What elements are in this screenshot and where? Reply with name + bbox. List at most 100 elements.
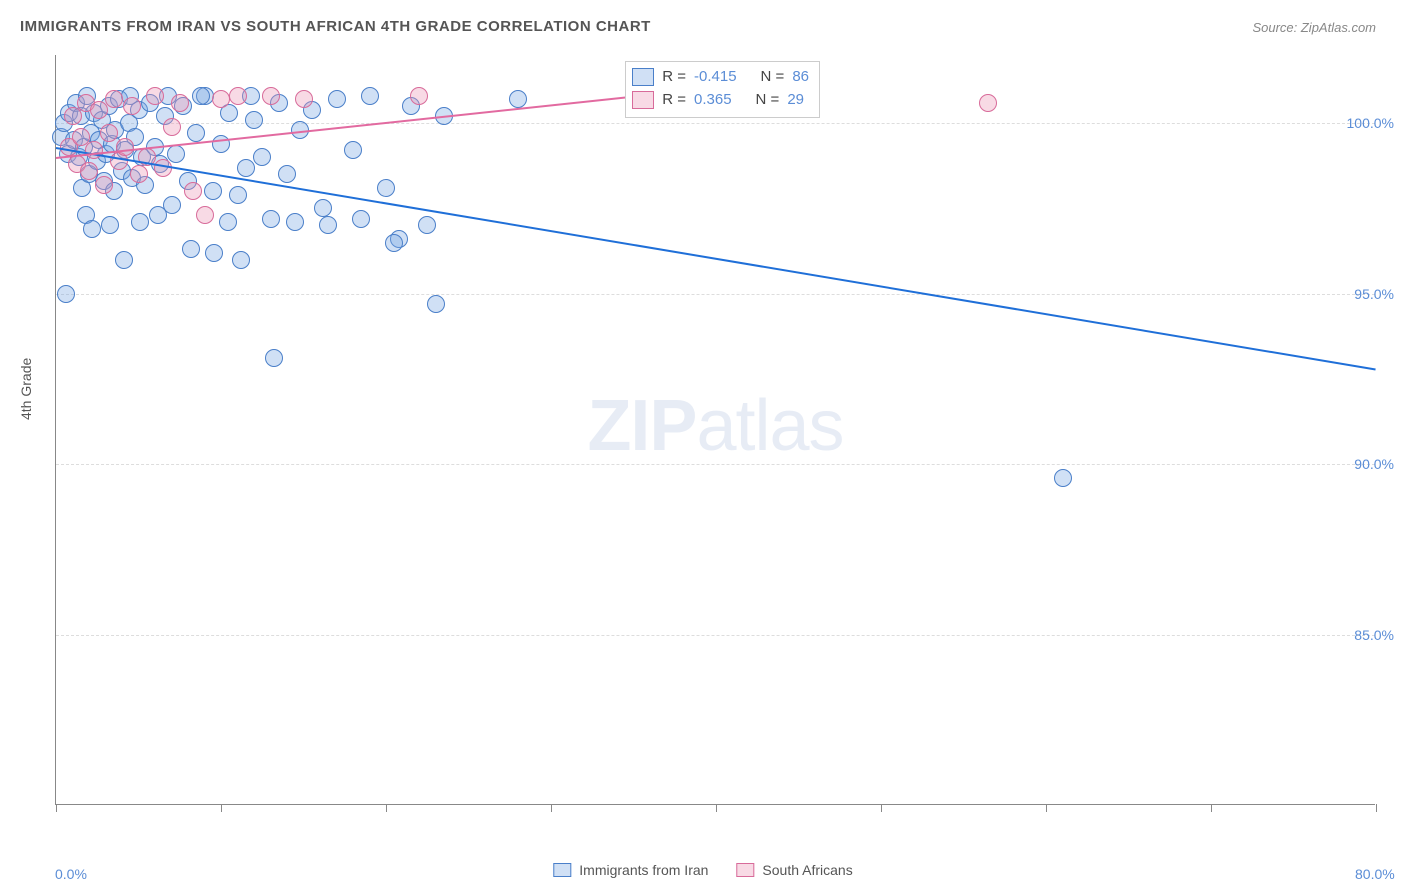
scatter-point (262, 210, 280, 228)
scatter-point (95, 176, 113, 194)
scatter-point (64, 107, 82, 125)
scatter-point (229, 186, 247, 204)
x-tick-label: 80.0% (1355, 866, 1395, 882)
x-tick (881, 804, 882, 812)
x-tick (221, 804, 222, 812)
series-legend: Immigrants from Iran South Africans (553, 862, 852, 878)
y-axis-label: 4th Grade (18, 358, 34, 420)
scatter-point (163, 118, 181, 136)
scatter-point (385, 234, 403, 252)
scatter-point (979, 94, 997, 112)
scatter-point (418, 216, 436, 234)
scatter-point (83, 220, 101, 238)
x-tick (56, 804, 57, 812)
legend-swatch (553, 863, 571, 877)
stats-row: R = -0.415 N = 86 (632, 66, 809, 89)
scatter-point (187, 124, 205, 142)
scatter-point (319, 216, 337, 234)
gridline-h (56, 464, 1375, 465)
legend-swatch (736, 863, 754, 877)
scatter-point (352, 210, 370, 228)
scatter-point (115, 251, 133, 269)
scatter-point (509, 90, 527, 108)
scatter-point (131, 213, 149, 231)
scatter-point (196, 206, 214, 224)
gridline-h (56, 635, 1375, 636)
y-tick-label: 95.0% (1354, 286, 1394, 302)
stats-row: R = 0.365 N = 29 (632, 89, 809, 112)
watermark-zip: ZIP (587, 385, 696, 465)
plot-area: ZIPatlas (55, 55, 1375, 805)
scatter-point (80, 162, 98, 180)
scatter-point (361, 87, 379, 105)
scatter-point (149, 206, 167, 224)
scatter-point (377, 179, 395, 197)
stats-legend: R =-0.415N =86R = 0.365N =29 (625, 61, 820, 118)
chart-title: IMMIGRANTS FROM IRAN VS SOUTH AFRICAN 4T… (20, 18, 651, 35)
scatter-point (105, 90, 123, 108)
r-value: 0.365 (694, 89, 732, 112)
scatter-point (130, 165, 148, 183)
legend-item: Immigrants from Iran (553, 862, 708, 878)
r-label: R = (662, 89, 686, 112)
scatter-point (146, 87, 164, 105)
scatter-point (212, 135, 230, 153)
scatter-point (328, 90, 346, 108)
scatter-point (171, 94, 189, 112)
watermark: ZIPatlas (587, 384, 843, 466)
scatter-point (278, 165, 296, 183)
x-tick (551, 804, 552, 812)
scatter-point (205, 244, 223, 262)
scatter-point (204, 182, 222, 200)
scatter-point (123, 97, 141, 115)
watermark-atlas: atlas (696, 385, 843, 465)
x-tick (1211, 804, 1212, 812)
n-value: 86 (792, 66, 809, 89)
scatter-point (229, 87, 247, 105)
scatter-point (295, 90, 313, 108)
scatter-point (101, 216, 119, 234)
scatter-point (219, 213, 237, 231)
legend-label: South Africans (762, 862, 852, 878)
scatter-point (237, 159, 255, 177)
scatter-point (1054, 469, 1072, 487)
scatter-point (410, 87, 428, 105)
scatter-point (192, 87, 210, 105)
legend-swatch (632, 91, 654, 109)
x-tick (1376, 804, 1377, 812)
scatter-point (245, 111, 263, 129)
scatter-point (286, 213, 304, 231)
r-label: R = (662, 66, 686, 89)
scatter-point (182, 240, 200, 258)
n-label: N = (756, 89, 780, 112)
scatter-point (427, 295, 445, 313)
scatter-point (85, 141, 103, 159)
n-value: 29 (787, 89, 804, 112)
scatter-point (100, 124, 118, 142)
scatter-point (116, 138, 134, 156)
scatter-point (253, 148, 271, 166)
source-attribution: Source: ZipAtlas.com (1252, 20, 1376, 35)
legend-item: South Africans (736, 862, 852, 878)
n-label: N = (761, 66, 785, 89)
y-tick-label: 90.0% (1354, 456, 1394, 472)
scatter-point (57, 285, 75, 303)
legend-label: Immigrants from Iran (579, 862, 708, 878)
x-tick (1046, 804, 1047, 812)
trend-line (56, 147, 1376, 371)
scatter-point (344, 141, 362, 159)
scatter-point (314, 199, 332, 217)
x-tick-label: 0.0% (55, 866, 87, 882)
scatter-point (265, 349, 283, 367)
legend-swatch (632, 68, 654, 86)
y-tick-label: 85.0% (1354, 627, 1394, 643)
scatter-point (232, 251, 250, 269)
scatter-point (262, 87, 280, 105)
y-tick-label: 100.0% (1347, 115, 1394, 131)
x-tick (716, 804, 717, 812)
scatter-point (184, 182, 202, 200)
x-tick (386, 804, 387, 812)
scatter-point (212, 90, 230, 108)
scatter-point (167, 145, 185, 163)
r-value: -0.415 (694, 66, 737, 89)
